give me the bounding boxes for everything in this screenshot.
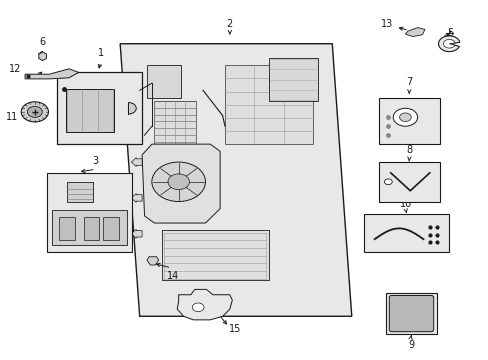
Bar <box>378 98 439 144</box>
FancyArrow shape <box>131 193 142 202</box>
Bar <box>268 58 317 101</box>
Text: 11: 11 <box>5 112 18 122</box>
Polygon shape <box>147 257 158 265</box>
Text: 15: 15 <box>228 324 241 334</box>
Polygon shape <box>25 69 79 79</box>
Bar <box>147 65 181 98</box>
Bar <box>378 162 439 202</box>
Text: 6: 6 <box>39 37 45 47</box>
Bar <box>59 217 75 240</box>
Text: 1: 1 <box>98 48 103 58</box>
Circle shape <box>27 106 42 117</box>
Polygon shape <box>177 289 232 320</box>
Text: 14: 14 <box>166 271 179 282</box>
Bar <box>47 173 132 252</box>
FancyArrow shape <box>131 122 142 131</box>
Bar <box>83 217 99 240</box>
FancyArrow shape <box>131 229 142 238</box>
Text: 5: 5 <box>446 28 452 38</box>
FancyArrow shape <box>131 158 142 167</box>
Polygon shape <box>405 28 424 37</box>
Bar <box>161 230 268 280</box>
Circle shape <box>392 108 417 126</box>
Bar <box>65 89 114 132</box>
Wedge shape <box>128 103 136 114</box>
Text: 8: 8 <box>406 145 411 155</box>
Text: 12: 12 <box>9 64 21 74</box>
Text: 2: 2 <box>226 19 232 30</box>
Text: 9: 9 <box>407 339 413 350</box>
Circle shape <box>192 303 203 312</box>
Bar <box>154 101 195 162</box>
Bar <box>224 65 312 144</box>
Wedge shape <box>443 40 454 48</box>
Bar <box>52 211 127 244</box>
Polygon shape <box>142 144 220 223</box>
FancyBboxPatch shape <box>388 296 433 332</box>
Circle shape <box>21 102 48 122</box>
Bar <box>103 217 119 240</box>
Text: 10: 10 <box>400 199 412 209</box>
Circle shape <box>167 174 189 190</box>
Text: 13: 13 <box>380 19 392 29</box>
Bar <box>57 72 142 144</box>
Bar <box>385 293 436 334</box>
Bar <box>66 182 93 202</box>
Text: 4: 4 <box>114 103 120 113</box>
Circle shape <box>384 179 391 185</box>
Bar <box>363 214 448 252</box>
Circle shape <box>152 162 205 202</box>
Polygon shape <box>39 52 46 60</box>
Text: 7: 7 <box>406 77 411 87</box>
Text: 3: 3 <box>93 156 99 166</box>
Circle shape <box>399 113 410 122</box>
Polygon shape <box>120 44 351 316</box>
Wedge shape <box>438 36 459 51</box>
